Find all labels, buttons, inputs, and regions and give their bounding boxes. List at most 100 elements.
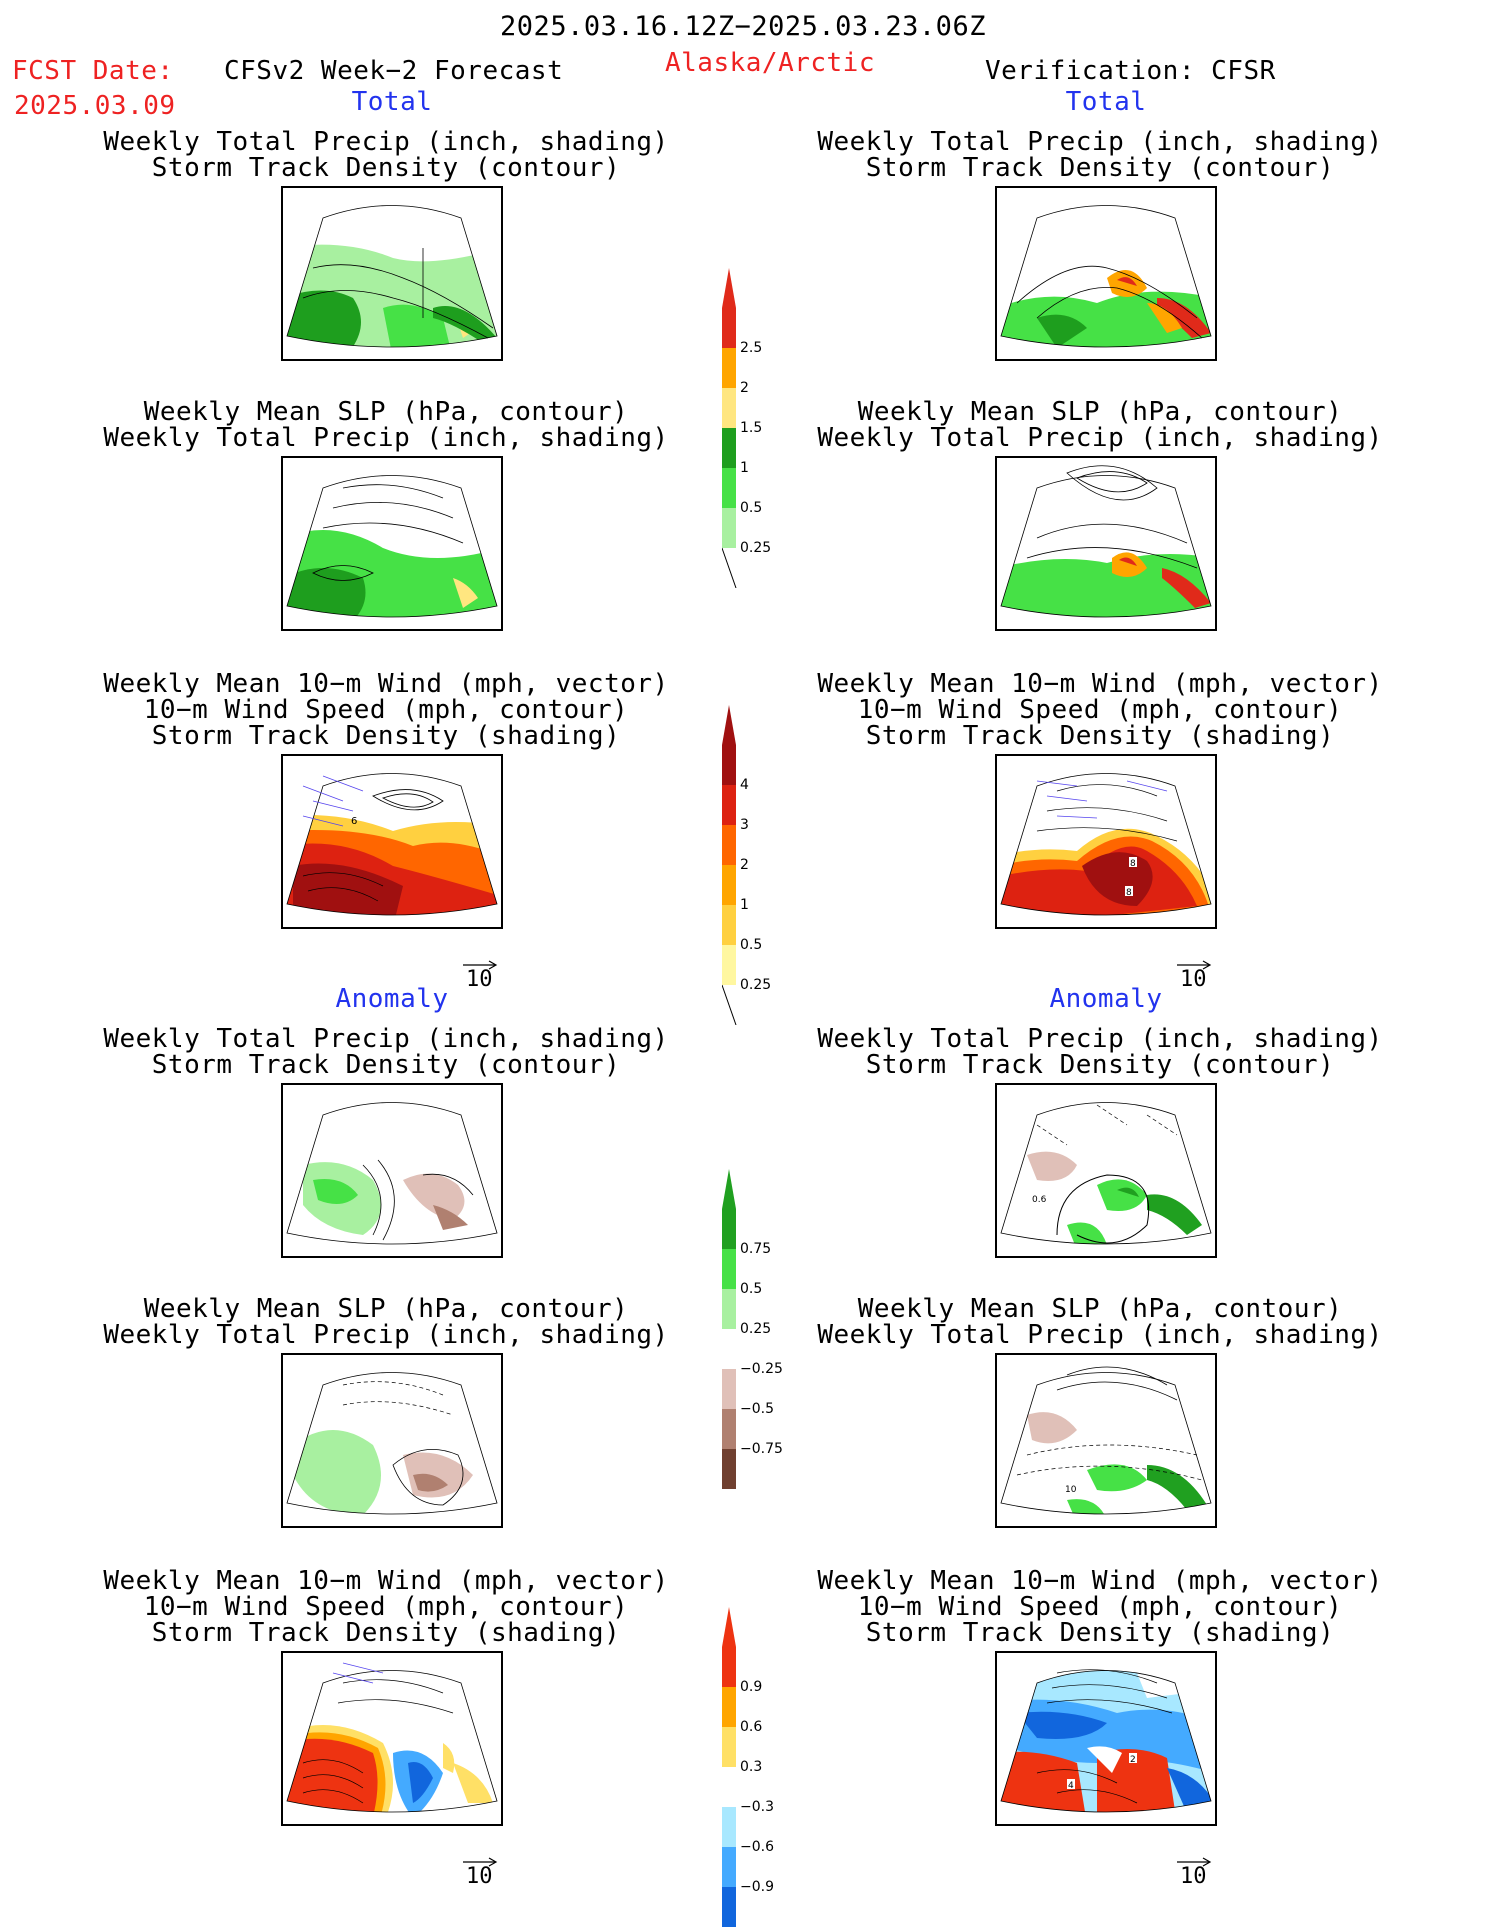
map-obs-precip-storm <box>995 186 1217 361</box>
colorbar-tick-label: 0.6 <box>740 1719 763 1735</box>
map-obs-wind-storm: 8 8 <box>995 754 1217 929</box>
colorbar-graphic <box>722 1607 736 1927</box>
colorbar-storm-total: 4 3 2 1 0.5 0.25 <box>721 705 782 1029</box>
map-fcst-precip-storm <box>281 186 503 361</box>
colorbar-tick-label: 1 <box>740 897 749 913</box>
map-obs-slp-anom: 10 <box>995 1353 1217 1528</box>
colorbar-top-arrow <box>722 268 736 308</box>
colorbar-segment <box>722 1409 736 1449</box>
title-r5-left-line2: Weekly Total Precip (inch, shading) <box>103 1320 669 1350</box>
colorbar-segment <box>722 745 736 785</box>
colorbar-tick-label: 0.3 <box>740 1759 763 1775</box>
colorbar-segment <box>722 825 736 865</box>
colorbar-segment <box>722 388 736 428</box>
colorbar-graphic <box>721 705 737 1026</box>
colorbar-precip-anomaly: 0.75 0.5 0.25 −0.25 −0.5 −0.75 <box>722 1169 783 1493</box>
map-fcst-wind-storm: 6 <box>281 754 503 929</box>
title-r5-right-line1: Weekly Mean SLP (hPa, contour) <box>857 1294 1343 1324</box>
title-r6-left-line1: Weekly Mean 10−m Wind (mph, vector) <box>103 1566 669 1596</box>
title-r6-right-line2: 10−m Wind Speed (mph, contour) <box>857 1592 1343 1622</box>
colorbar-top-arrow <box>722 705 736 745</box>
contour-label: 8 <box>1126 888 1132 898</box>
title-r3-left-line2: 10−m Wind Speed (mph, contour) <box>143 695 629 725</box>
colorbar-tick-label: 4 <box>740 777 749 793</box>
title-r3-right-line2: 10−m Wind Speed (mph, contour) <box>857 695 1343 725</box>
vector-ref-label-r3-left: 10 <box>466 967 493 992</box>
colorbar-tick-label: 0.75 <box>740 1241 772 1257</box>
map-graphic <box>286 1372 498 1515</box>
map-obs-precip-anom: 0.6 <box>995 1083 1217 1258</box>
colorbar-tick-label: 0.25 <box>740 1321 772 1337</box>
contour-label: 4 <box>1068 1781 1074 1791</box>
vector-ref-label-r3-right: 10 <box>1180 967 1207 992</box>
colorbar-tick-label: 0.9 <box>740 1679 763 1695</box>
title-r4-right-line1: Weekly Total Precip (inch, shading) <box>817 1024 1383 1054</box>
title-r6-left-line3: Storm Track Density (shading) <box>151 1618 621 1648</box>
map-graphic <box>286 1102 498 1245</box>
colorbar-tick-label: −0.25 <box>740 1361 783 1377</box>
title-r2-right-line2: Weekly Total Precip (inch, shading) <box>817 423 1383 453</box>
map-graphic <box>286 1662 498 1813</box>
colorbar-segment <box>722 905 736 945</box>
title-r6-right-line3: Storm Track Density (shading) <box>865 1618 1335 1648</box>
colorbar-segment <box>722 945 736 985</box>
colorbar-segment <box>722 1887 736 1927</box>
title-r3-right-line1: Weekly Mean 10−m Wind (mph, vector) <box>817 669 1383 699</box>
colorbar-segment <box>722 1807 736 1847</box>
colorbar-tick-label: 1 <box>740 460 749 476</box>
colorbar-tick-label: 0.25 <box>740 977 772 993</box>
vector-ref-label-r6-left: 10 <box>466 1864 493 1889</box>
colorbar-tail <box>721 547 737 589</box>
colorbar-tick-label: 0.5 <box>740 937 763 953</box>
colorbar-tick-label: 0.5 <box>740 1281 763 1297</box>
colorbar-tick-label: −0.5 <box>740 1401 774 1417</box>
colorbar-tick-label: 2.5 <box>740 340 763 356</box>
colorbar-graphic <box>722 1169 736 1489</box>
colorbar-tick-label: −0.3 <box>740 1799 774 1815</box>
vector-ref-arrow-r6-right <box>1177 1852 1213 1871</box>
colorbar-top-arrow <box>722 1607 736 1647</box>
colorbar-tick-label: −0.75 <box>740 1441 783 1457</box>
title-r2-left-line2: Weekly Total Precip (inch, shading) <box>103 423 669 453</box>
vector-ref-arrow-r3-left <box>463 955 499 974</box>
model-title: CFSv2 Week−2 Forecast <box>224 56 564 86</box>
map-graphic <box>286 205 498 348</box>
colorbar-segment <box>722 1767 736 1807</box>
colorbar-tick-label: 1.5 <box>740 420 763 436</box>
contour-label: 2 <box>1130 1755 1136 1765</box>
colorbar-segment <box>722 1687 736 1727</box>
colorbar-tick-label: 3 <box>740 817 749 833</box>
colorbar-top-arrow <box>722 1169 736 1209</box>
colorbar-segment <box>722 1369 736 1409</box>
section-anomaly-right: Anomaly <box>1049 984 1163 1014</box>
colorbar-tick-label: 2 <box>740 857 749 873</box>
title-r3-right-line3: Storm Track Density (shading) <box>865 721 1335 751</box>
colorbar-tick-label: −0.6 <box>740 1839 774 1855</box>
vector-ref-arrow-r3-right <box>1177 955 1213 974</box>
title-r6-left-line2: 10−m Wind Speed (mph, contour) <box>143 1592 629 1622</box>
title-r2-left-line1: Weekly Mean SLP (hPa, contour) <box>143 397 629 427</box>
title-r2-right-line1: Weekly Mean SLP (hPa, contour) <box>857 397 1343 427</box>
section-anomaly-left: Anomaly <box>335 984 449 1014</box>
title-r1-left-line1: Weekly Total Precip (inch, shading) <box>103 127 669 157</box>
colorbar-storm-anomaly: 0.9 0.6 0.3 −0.3 −0.6 −0.9 <box>722 1607 782 1931</box>
map-graphic: 0.6 <box>1000 1102 1212 1245</box>
section-total-left: Total <box>351 87 433 117</box>
colorbar-tick-label: 2 <box>740 380 749 396</box>
colorbar-segment <box>722 428 736 468</box>
contour-label: 6 <box>351 816 357 827</box>
map-graphic <box>286 475 498 618</box>
map-graphic <box>1000 205 1212 348</box>
map-obs-wind-anom: 2 4 <box>995 1651 1217 1826</box>
map-fcst-slp-anom <box>281 1353 503 1528</box>
colorbar-segment <box>722 468 736 508</box>
map-fcst-wind-anom <box>281 1651 503 1826</box>
title-r1-right-line2: Storm Track Density (contour) <box>865 153 1335 183</box>
map-graphic: 6 <box>286 773 498 916</box>
vector-ref-arrow-r6-left <box>463 1852 499 1871</box>
colorbar-segment <box>722 1847 736 1887</box>
map-graphic <box>1000 465 1212 618</box>
colorbar-segment <box>722 785 736 825</box>
arrow-icon <box>1177 1857 1212 1867</box>
arrow-icon <box>1177 960 1212 970</box>
